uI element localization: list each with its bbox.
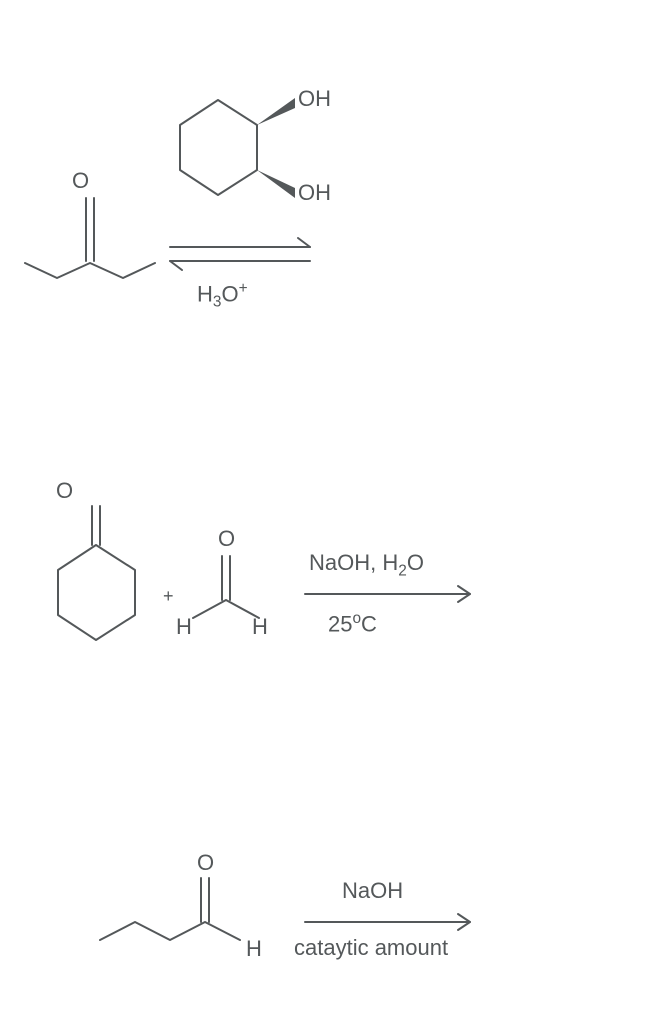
rxn2-cyclohexanone-O: O [56, 478, 73, 504]
rxn1-catalyst-label: H3O+ [197, 280, 248, 312]
rxn3-arrow [300, 910, 480, 934]
rxn3-butanal-H: H [246, 936, 262, 962]
rxn2-cyclohexanone [30, 480, 160, 655]
rxn2-formaldehyde-H2: H [252, 614, 268, 640]
rxn3-above-label: NaOH [342, 878, 403, 904]
rxn2-arrow [300, 582, 480, 606]
rxn1-ketone-O: O [72, 168, 89, 194]
rxn2-below-label: 25oC [328, 610, 377, 637]
rxn1-diol [150, 50, 320, 210]
rxn2-formaldehyde-H1: H [176, 614, 192, 640]
rxn1-diol-OH2: OH [298, 180, 331, 206]
rxn2-formaldehyde-O: O [218, 526, 235, 552]
rxn1-diol-OH1: OH [298, 86, 331, 112]
rxn2-above-label: NaOH, H2O [309, 550, 424, 580]
rxn1-equilibrium-arrow [160, 235, 320, 275]
rxn3-butanal-O: O [197, 850, 214, 876]
rxn3-below-label: cataytic amount [294, 935, 448, 961]
rxn1-ketone [15, 168, 165, 288]
rxn2-plus: + [163, 586, 174, 607]
